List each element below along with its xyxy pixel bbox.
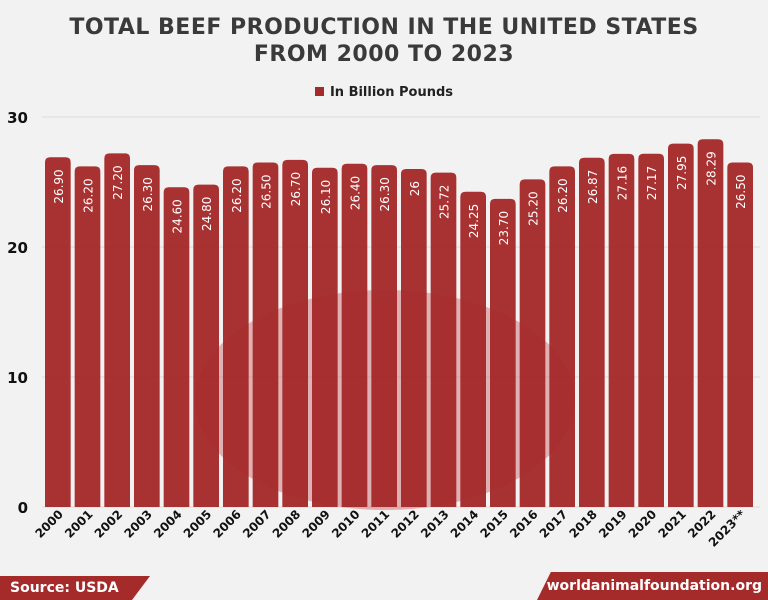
x-tick-label: 2020 <box>626 507 660 541</box>
data-label: 27.17 <box>645 166 659 200</box>
x-tick-label: 2000 <box>32 507 66 541</box>
x-tick-label: 2008 <box>270 507 304 541</box>
y-tick-label: 20 <box>7 239 28 257</box>
data-label: 26.20 <box>230 178 244 212</box>
x-tick-label: 2015 <box>477 507 511 541</box>
x-tick-label: 2010 <box>329 507 363 541</box>
x-tick-label: 2004 <box>151 507 185 541</box>
data-label: 26.50 <box>260 175 274 209</box>
source-label: Source: USDA <box>0 576 150 600</box>
bar <box>45 157 71 508</box>
x-tick-label: 2005 <box>181 507 215 541</box>
site-label: worldanimalfoundation.org <box>537 572 768 600</box>
bar <box>163 187 190 507</box>
x-tick-label: 2018 <box>566 507 600 541</box>
bar <box>193 184 219 507</box>
data-label: 23.70 <box>497 211 511 245</box>
x-tick-label: 2017 <box>537 507 571 541</box>
data-label: 25.72 <box>438 185 452 219</box>
x-tick-label: 2009 <box>299 507 333 541</box>
y-tick-label: 0 <box>18 499 28 517</box>
data-label: 26.30 <box>378 177 392 211</box>
bar <box>460 191 486 507</box>
data-label: 26.10 <box>319 180 333 214</box>
bar <box>549 166 575 507</box>
data-label: 27.16 <box>616 166 630 200</box>
data-label: 26.30 <box>141 177 155 211</box>
bar <box>371 165 397 507</box>
data-label: 26.87 <box>586 170 600 204</box>
x-tick-label: 2001 <box>62 507 96 541</box>
data-label: 27.20 <box>111 165 125 199</box>
bar <box>134 165 160 507</box>
y-tick-label: 10 <box>7 369 28 387</box>
bar <box>282 159 308 507</box>
x-tick-label: 2002 <box>92 507 126 541</box>
x-tick-label: 2006 <box>210 507 244 541</box>
bar <box>668 143 694 507</box>
data-label: 27.95 <box>675 156 689 190</box>
bar <box>223 166 249 507</box>
y-tick-label: 30 <box>7 109 28 127</box>
x-tick-label: 2021 <box>655 507 689 541</box>
x-tick-label: 2003 <box>121 507 155 541</box>
bar <box>104 153 130 507</box>
data-label: 25.20 <box>527 191 541 225</box>
data-label: 24.60 <box>171 199 185 233</box>
bar <box>638 153 664 508</box>
data-label: 26.50 <box>734 175 748 209</box>
chart-title: TOTAL BEEF PRODUCTION IN THE UNITED STAT… <box>69 15 699 67</box>
x-tick-label: 2012 <box>388 507 422 541</box>
data-label: 26.40 <box>349 176 363 210</box>
bar <box>519 179 546 507</box>
data-label: 24.80 <box>200 197 214 231</box>
x-tick-label: 2007 <box>240 507 274 541</box>
data-label: 26 <box>408 181 422 196</box>
x-tick-label: 2014 <box>448 507 482 541</box>
data-label: 24.25 <box>467 204 481 238</box>
bar <box>401 169 427 507</box>
legend: In Billion Pounds <box>0 85 768 100</box>
bar <box>312 167 338 507</box>
bar <box>608 153 635 508</box>
legend-label: In Billion Pounds <box>329 85 454 100</box>
data-label: 26.90 <box>52 169 66 203</box>
bar <box>727 162 753 507</box>
x-tick-label: 2011 <box>359 507 393 541</box>
bar <box>252 162 279 507</box>
data-label: 26.20 <box>82 178 96 212</box>
bar <box>490 198 516 507</box>
data-label: 28.29 <box>705 151 719 185</box>
bar <box>341 163 368 508</box>
bar <box>579 157 605 507</box>
bar <box>74 166 101 507</box>
bar <box>697 139 724 508</box>
bar <box>430 172 457 507</box>
data-label: 26.70 <box>289 172 303 206</box>
legend-swatch <box>314 87 324 96</box>
x-tick-label: 2016 <box>507 507 541 541</box>
x-tick-label: 2013 <box>418 507 452 541</box>
data-label: 26.20 <box>556 178 570 212</box>
x-tick-label: 2019 <box>596 507 630 541</box>
